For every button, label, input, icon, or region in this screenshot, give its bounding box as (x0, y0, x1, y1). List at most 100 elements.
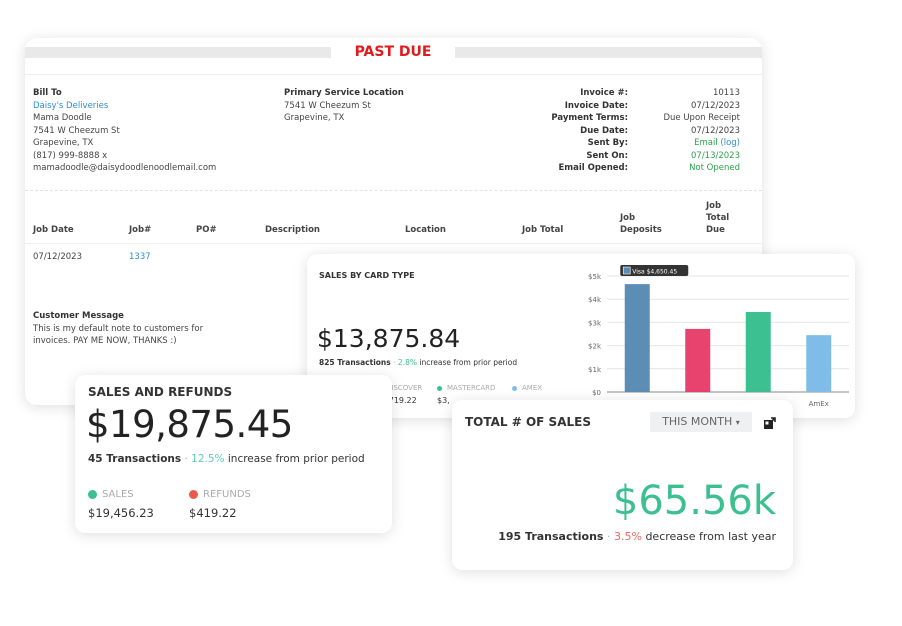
y-tick-label: $1k (588, 366, 602, 374)
service-location-line: Grapevine, TX (284, 113, 345, 123)
legend-value: $419.22 (189, 506, 237, 520)
change-percent: 2.8% (397, 358, 417, 367)
total-sales-card: TOTAL # OF SALES THIS MONTH ▾ $65.56k 19… (452, 400, 793, 570)
change-percent: 3.5% (613, 530, 642, 543)
bill-to-heading: Bill To (33, 88, 62, 98)
period-dropdown-value: THIS MONTH (662, 415, 733, 428)
detail-value-text: Not Opened (689, 163, 740, 173)
y-tick-label: $3k (588, 319, 602, 327)
invoice-detail-row: Invoice Date: 07/12/2023 (505, 100, 740, 113)
sales-and-refunds-card: SALES AND REFUNDS $19,875.45 45 Transact… (75, 375, 392, 533)
period-dropdown[interactable]: THIS MONTH ▾ (650, 412, 752, 432)
transactions-count: 45 Transactions (88, 453, 182, 465)
service-location-line: 7541 W Cheezum St (284, 100, 371, 111)
transactions-count: 195 Transactions (498, 530, 604, 543)
invoice-detail-row: Due Date: 07/12/2023 (505, 125, 740, 138)
tooltip-swatch (622, 266, 631, 275)
column-header: PO# (196, 225, 217, 235)
detail-value: Email (log) (628, 137, 740, 150)
detail-value: 07/12/2023 (628, 100, 740, 113)
card-title: SALES AND REFUNDS (88, 385, 233, 399)
bill-to-line: 7541 W Cheezum St (33, 125, 120, 136)
legend-dot (512, 385, 517, 391)
detail-label: Invoice Date: (564, 100, 628, 111)
tooltip (620, 265, 689, 276)
detail-value-text: 07/12/2023 (691, 100, 740, 111)
legend-name: MASTERCARD (447, 384, 496, 392)
y-tick-label: $2k (588, 343, 602, 351)
legend-value: $19,456.23 (88, 506, 154, 520)
bill-to-line: (817) 999-8888 x (33, 150, 108, 161)
legend-name: SALES (102, 489, 134, 500)
bar-amex[interactable] (806, 335, 832, 392)
legend-name: DISCOVER (386, 384, 423, 392)
customer-link[interactable]: Daisy's Deliveries (33, 100, 109, 111)
card-type-bar-chart: $0 $1k $2k $3k $4k $5k AmEx Visa $4,650.45 (588, 265, 849, 408)
column-header: Description (265, 225, 320, 235)
column-header: Job Total (522, 225, 564, 235)
divider (25, 243, 762, 244)
legend-item: AMEX (512, 384, 542, 396)
detail-value: 07/13/2023 (628, 150, 740, 163)
detail-label: Due Date: (580, 125, 628, 136)
legend-item: MASTERCARD $3, (437, 384, 495, 405)
customer-message-text: This is my default note to customers for… (33, 323, 204, 347)
change-text: increase from prior period (227, 453, 365, 465)
customer-message: Customer Message This is my default note… (33, 310, 233, 348)
detail-value-text: Due Upon Receipt (663, 113, 740, 123)
bill-to-line: Mama Doodle (33, 113, 92, 123)
detail-value-text: 10113 (712, 88, 740, 98)
invoice-detail-row: Sent On: 07/13/2023 (505, 150, 740, 163)
detail-label: Sent On: (586, 150, 628, 161)
invoice-detail-row: Payment Terms: Due Upon Receipt (505, 112, 740, 125)
legend-value: $2,719.22 (376, 396, 417, 405)
row-job-number-link[interactable]: 1337 (129, 252, 151, 262)
detail-label: Email Opened: (558, 163, 628, 173)
chevron-down-icon: ▾ (735, 418, 740, 427)
detail-value-text: 07/12/2023 (691, 125, 740, 136)
legend-name: REFUNDS (203, 489, 251, 500)
service-location: Primary Service Location 7541 W Cheezum … (284, 87, 404, 125)
legend-value: $3, (437, 396, 450, 405)
sales-by-card-type-card: SALES BY CARD TYPE $13,875.84 825 Transa… (307, 254, 855, 418)
sales-refunds-total: $19,875.45 (86, 403, 293, 446)
detail-value: Due Upon Receipt (628, 112, 740, 125)
column-header: Job# (129, 225, 152, 235)
bill-to: Bill To Daisy's Deliveries Mama Doodle 75… (33, 87, 216, 175)
row-job-date: 07/12/2023 (33, 252, 82, 262)
column-header: Job Deposits (620, 213, 662, 235)
invoice-detail-row: Email Opened: Not Opened (505, 162, 740, 175)
detail-value: 07/12/2023 (628, 125, 740, 138)
change-text: decrease from last year (645, 530, 776, 543)
detail-value-text: 07/13/2023 (691, 150, 740, 161)
legend-name: AMEX (522, 384, 543, 392)
divider (25, 190, 762, 191)
change-text: increase from prior period (419, 358, 518, 367)
legend-label: SALES (88, 489, 154, 500)
y-tick-label: $5k (588, 273, 602, 281)
divider (25, 74, 762, 75)
card-title: TOTAL # OF SALES (465, 415, 591, 429)
bar-mastercard[interactable] (745, 311, 771, 392)
column-header: Location (405, 225, 446, 235)
expand-icon[interactable] (763, 415, 777, 429)
detail-label: Sent By: (587, 138, 628, 148)
detail-value: Not Opened (628, 162, 740, 175)
detail-label: Payment Terms: (551, 113, 628, 123)
customer-message-heading: Customer Message (33, 311, 124, 321)
column-header: Job Date (33, 225, 74, 235)
y-tick-label: $4k (588, 296, 602, 304)
past-due-badge: PAST DUE (331, 43, 455, 61)
invoice-detail-row: Sent By: Email (log) (505, 137, 740, 150)
legend-label: MASTERCARD (437, 384, 495, 392)
bill-to-line: Grapevine, TX (33, 138, 94, 148)
bar-visa[interactable] (624, 284, 650, 392)
bar-discover[interactable] (685, 328, 711, 392)
invoice-details: Invoice #: 10113 Invoice Date: 07/12/2023 Pa… (505, 87, 740, 175)
email-log-link[interactable]: (log) (720, 138, 740, 148)
legend-dot (437, 385, 442, 391)
total-sales-value: $65.56k (612, 478, 776, 524)
column-header: Job Total Due (706, 201, 730, 235)
legend-label: AMEX (512, 384, 542, 392)
x-tick-label: AmEx (809, 400, 829, 408)
